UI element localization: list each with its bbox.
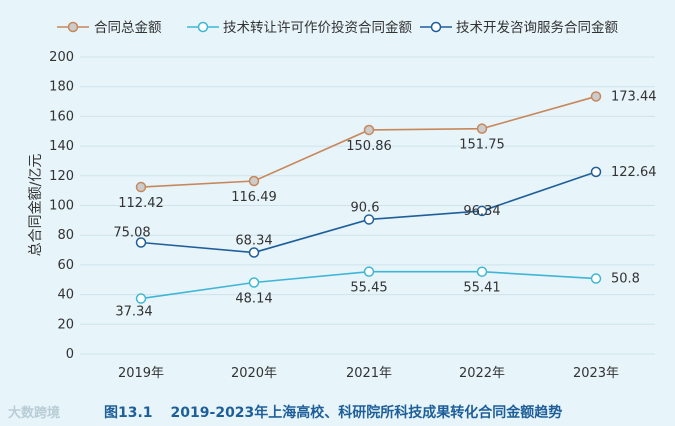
- data-label: 37.34: [115, 305, 152, 320]
- data-label: 55.41: [463, 281, 500, 296]
- data-label: 150.86: [346, 139, 392, 154]
- line-chart: 0 20 40 60 80 100 120 140 160 180 200 总合同金额/亿元 2019年…: [28, 20, 657, 381]
- y-tick-label: 60: [57, 258, 74, 273]
- data-label: 50.8: [611, 272, 640, 287]
- data-point: [135, 237, 147, 248]
- data-label: 75.08: [113, 226, 150, 241]
- data-label: 96.34: [463, 204, 500, 219]
- data-point: [363, 124, 375, 136]
- data-point: [363, 266, 375, 277]
- data-point: [476, 205, 488, 217]
- data-label: 112.42: [118, 196, 164, 211]
- x-tick-label: 2022年: [459, 366, 505, 381]
- data-label: 151.75: [459, 138, 505, 153]
- watermark-logo: 大数跨境: [8, 406, 61, 421]
- data-point: [363, 214, 375, 225]
- y-tick-label: 180: [49, 80, 74, 95]
- data-point: [248, 277, 260, 288]
- y-tick-label: 100: [49, 199, 74, 214]
- data-label: 173.44: [611, 89, 657, 104]
- data-point: [135, 181, 147, 193]
- data-label: 68.34: [235, 234, 272, 249]
- legend-marker: [197, 21, 209, 33]
- data-point: [248, 175, 260, 187]
- y-tick-label: 80: [57, 228, 74, 243]
- data-point: [590, 91, 602, 102]
- y-tick-label: 20: [57, 317, 74, 332]
- data-point: [590, 166, 602, 178]
- y-tick-label: 160: [49, 109, 74, 124]
- data-label: 55.45: [350, 281, 387, 296]
- y-tick-label: 40: [57, 288, 74, 303]
- data-label: 116.49: [231, 190, 277, 205]
- data-point: [135, 293, 147, 304]
- data-label: 48.14: [235, 292, 272, 307]
- x-tick-label: 2019年: [118, 366, 164, 381]
- legend-marker: [430, 21, 442, 33]
- legend-label: 技术开发咨询服务合同金额: [456, 20, 618, 36]
- legend-label: 技术转让许可作价投资合同金额: [223, 20, 412, 36]
- data-point: [590, 273, 602, 284]
- legend-label: 合同总金额: [94, 20, 162, 36]
- y-tick-label: 0: [66, 347, 74, 362]
- chart: 0 20 40 60 80 100 120 140 160 180 200 总合同金额/亿元 2019年…: [28, 20, 657, 381]
- data-point: [248, 247, 260, 258]
- figure-caption: 图13.1 2019-2023年上海高校、科研院所科技成果转化合同金额趋势: [104, 402, 562, 422]
- x-tick-label: 2023年: [573, 366, 619, 381]
- y-tick-label: 120: [49, 169, 74, 184]
- data-label: 122.64: [611, 165, 657, 180]
- x-tick-label: 2020年: [231, 366, 277, 381]
- data-point: [476, 123, 488, 134]
- legend-marker: [67, 21, 79, 33]
- x-tick-label: 2021年: [346, 366, 392, 381]
- y-tick-label: 140: [49, 139, 74, 154]
- data-label: 90.6: [351, 200, 380, 215]
- y-axis-title: 总合同金额/亿元: [28, 154, 44, 257]
- data-point: [476, 266, 488, 277]
- caption-number: 图13.1: [104, 405, 153, 421]
- y-tick-label: 200: [49, 50, 74, 65]
- caption-text: 2019-2023年上海高校、科研院所科技成果转化合同金额趋势: [170, 405, 563, 421]
